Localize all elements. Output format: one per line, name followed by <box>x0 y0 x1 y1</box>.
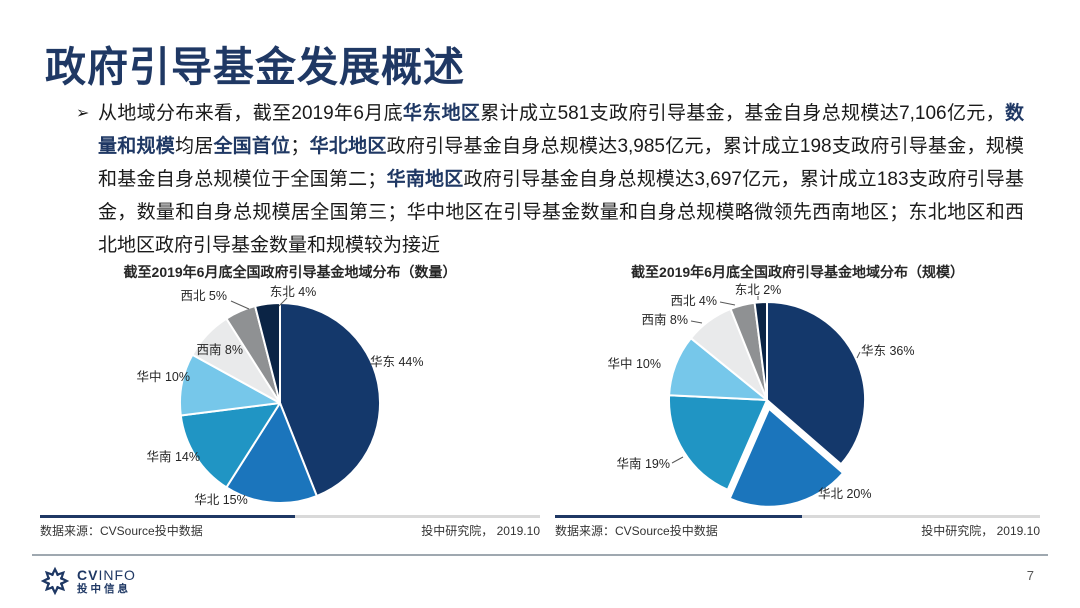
label-leader-line <box>230 300 250 310</box>
source-right: 投中研究院， 2019.10 <box>921 524 1040 538</box>
page-number: 7 <box>1026 568 1034 583</box>
accent-bar-navy <box>555 515 803 518</box>
accent-bar <box>40 515 540 518</box>
brand-name-cn: 投中信息 <box>77 583 131 596</box>
accent-bar-navy <box>40 515 295 518</box>
highlight-run: 华南地区 <box>386 169 464 190</box>
pie-label: 华中 10% <box>608 356 662 371</box>
pie-label: 西北 5% <box>180 289 227 303</box>
pie-slice-6 <box>254 301 281 404</box>
charts-row: 截至2019年6月底全国政府引导基金地域分布（数量） 华东 44% 华北 15% 华… <box>40 262 1040 539</box>
bullet-arrow-icon: ➢ <box>76 105 90 122</box>
chart-title-quantity: 截至2019年6月底全国政府引导基金地域分布（数量） <box>123 264 457 280</box>
highlight-run: 华东地区 <box>402 103 481 124</box>
bottom-divider <box>32 554 1048 556</box>
label-leader-line <box>719 301 736 306</box>
pie-label: 华北 20% <box>818 486 872 501</box>
source-left: 数据来源：CVSource投中数据 <box>40 524 203 538</box>
accent-bar <box>555 515 1040 518</box>
pie-slice-6 <box>753 301 768 401</box>
source-right: 投中研究院， 2019.10 <box>421 524 540 538</box>
pie-slice-0 <box>766 301 867 466</box>
highlight-run: 全国首位 <box>213 136 291 157</box>
label-leader-line <box>278 297 288 307</box>
text-run: 累计成立581支政府引导基金，基金自身总规模达7,106亿元， <box>480 103 1005 124</box>
pie-chart-scale: 华东 36% 华北 20% 华南 19% 华中 10% 西南 8% 西北 4% 东北 2% <box>608 283 915 508</box>
pie-slice-2 <box>179 402 281 489</box>
brand-name-cv: CV <box>77 566 99 583</box>
source-row: 数据来源：CVSource投中数据 投中研究院， 2019.10 <box>40 518 540 539</box>
pie-label: 西南 8% <box>641 312 688 327</box>
highlight-run: 数量和规模 <box>98 103 1024 157</box>
pie-label: 华东 44% <box>370 354 424 369</box>
accent-bar-gray <box>295 515 540 518</box>
pie-label: 西南 8% <box>196 342 243 357</box>
page-title: 政府引导基金发展概述 <box>45 44 465 90</box>
pie-slice-1 <box>225 402 318 504</box>
text-run: 政府引导基金自身总规模达3,697亿元，累计成立183支政府引导基金，数量和自身… <box>98 169 1024 256</box>
pie-label: 华南 14% <box>147 449 201 464</box>
chart-title-scale: 截至2019年6月底全国政府引导基金地域分布（规模） <box>631 264 964 280</box>
brand-logo: CVINFO 投中信息 <box>40 566 136 596</box>
pie-label: 华东 36% <box>861 343 915 358</box>
source-row: 数据来源：CVSource投中数据 投中研究院， 2019.10 <box>555 518 1040 539</box>
paragraph-text: 从地域分布来看，截至2019年6月底华东地区累计成立581支政府引导基金，基金自… <box>98 103 1024 256</box>
pinwheel-icon <box>40 566 70 596</box>
text-run: ； <box>290 136 310 157</box>
pie-label: 华北 15% <box>194 492 248 507</box>
highlight-run: 华北地区 <box>309 136 387 157</box>
pie-chart-quantity: 华东 44% 华北 15% 华南 14% 华中 10% 西南 8% 西北 5% 东北 4% <box>137 285 424 507</box>
label-leader-line <box>671 456 684 464</box>
pie-slice-2 <box>668 394 768 491</box>
text-run: 从地域分布来看，截至2019年6月底 <box>98 103 403 124</box>
pie-label: 西北 4% <box>670 294 717 308</box>
accent-bar-gray <box>802 515 1040 518</box>
brand-name: CVINFO <box>77 567 136 583</box>
source-left: 数据来源：CVSource投中数据 <box>555 524 718 538</box>
chart-block-quantity: 截至2019年6月底全国政府引导基金地域分布（数量） 华东 44% 华北 15% 华… <box>40 262 540 539</box>
text-run: 均居 <box>174 136 214 157</box>
body-paragraph: ➢ 从地域分布来看，截至2019年6月底华东地区累计成立581支政府引导基金，基… <box>76 97 1024 262</box>
pie-label: 东北 2% <box>735 283 782 297</box>
label-leader-line <box>690 320 703 324</box>
text-run: 政府引导基金自身总规模达3,985亿元，累计成立198支政府引导基金，规模和基金… <box>98 136 1024 190</box>
label-leader-line <box>856 351 861 359</box>
brand-name-info: INFO <box>98 566 136 583</box>
pie-slice-1 <box>728 407 844 508</box>
pie-slice-0 <box>279 302 382 497</box>
pie-label: 华中 10% <box>137 369 191 384</box>
pie-label: 华南 19% <box>617 456 671 471</box>
pie-label: 东北 4% <box>270 285 317 299</box>
brand-text: CVINFO 投中信息 <box>77 567 136 595</box>
chart-block-scale: 截至2019年6月底全国政府引导基金地域分布（规模） 华东 36% 华北 20% 华… <box>555 262 1040 539</box>
